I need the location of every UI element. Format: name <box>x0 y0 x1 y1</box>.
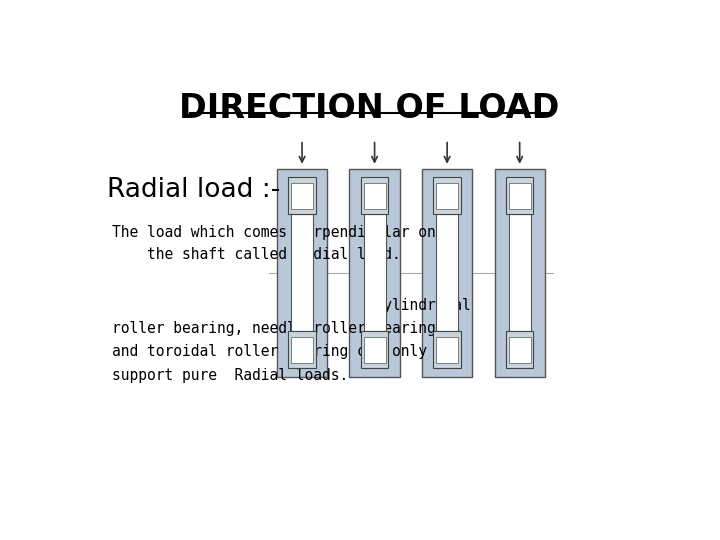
Bar <box>436 336 458 363</box>
Bar <box>433 331 461 368</box>
Bar <box>291 336 313 363</box>
Bar <box>422 168 472 377</box>
Bar <box>349 168 400 377</box>
Bar <box>361 331 388 368</box>
Bar <box>508 214 531 331</box>
Bar <box>291 214 313 331</box>
Bar <box>288 331 316 368</box>
Bar <box>495 168 545 377</box>
Text: The load which comes perpendicular on
    the shaft called redial load.: The load which comes perpendicular on th… <box>112 225 436 262</box>
Text: DIRECTION OF LOAD: DIRECTION OF LOAD <box>179 92 559 125</box>
Bar <box>277 168 327 377</box>
Bar <box>506 177 534 214</box>
Bar <box>506 331 534 368</box>
Bar <box>436 183 458 209</box>
Bar <box>433 177 461 214</box>
Bar <box>364 336 386 363</box>
Bar <box>508 183 531 209</box>
Bar <box>288 177 316 214</box>
Bar <box>291 183 313 209</box>
Bar <box>361 177 388 214</box>
Bar <box>508 336 531 363</box>
Bar <box>364 183 386 209</box>
Bar <box>364 214 386 331</box>
Bar <box>436 214 458 331</box>
Text: Radial load :-: Radial load :- <box>107 177 280 203</box>
Text: Cylindrical
roller bearing, needle roller bearing,
and toroidal roller bearing c: Cylindrical roller bearing, needle rolle… <box>112 298 471 383</box>
